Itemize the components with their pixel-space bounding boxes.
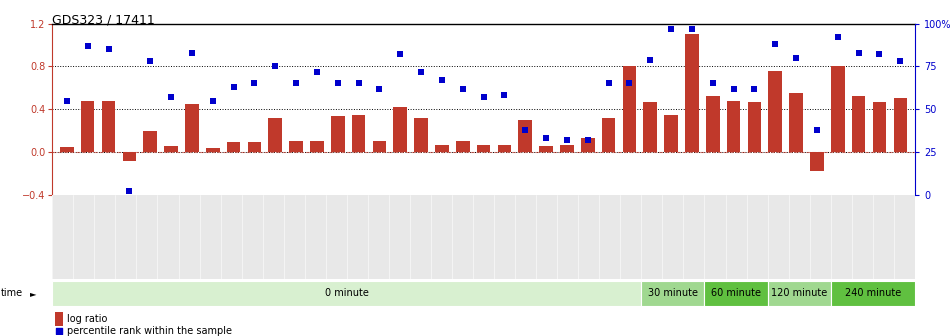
- Point: [226, 84, 242, 90]
- Point: [685, 26, 700, 31]
- Point: [122, 189, 137, 194]
- Point: [184, 50, 200, 55]
- Bar: [144, 131, 157, 152]
- Point: [643, 57, 658, 62]
- Bar: [831, 67, 844, 152]
- Bar: [641, 281, 705, 306]
- Point: [267, 64, 282, 69]
- Bar: [831, 281, 915, 306]
- Text: GDS323 / 17411: GDS323 / 17411: [52, 13, 155, 27]
- Point: [414, 69, 429, 74]
- Bar: [415, 118, 428, 152]
- Point: [705, 81, 720, 86]
- Point: [622, 81, 637, 86]
- Text: ►: ►: [30, 289, 37, 298]
- Point: [726, 86, 741, 91]
- Bar: [644, 102, 657, 152]
- Bar: [747, 102, 761, 152]
- Point: [809, 127, 825, 132]
- Point: [664, 26, 679, 31]
- Point: [851, 50, 866, 55]
- Point: [580, 137, 595, 143]
- Point: [788, 55, 804, 60]
- Bar: [289, 141, 302, 152]
- Text: time: time: [1, 288, 23, 298]
- Point: [830, 35, 845, 40]
- Bar: [373, 141, 386, 152]
- Point: [143, 58, 158, 64]
- Bar: [331, 116, 344, 152]
- Bar: [352, 115, 365, 152]
- Bar: [767, 281, 831, 306]
- Bar: [789, 93, 803, 152]
- Bar: [394, 107, 407, 152]
- Bar: [123, 152, 136, 161]
- Point: [435, 77, 450, 83]
- Point: [59, 98, 74, 103]
- Bar: [310, 141, 323, 152]
- Point: [288, 81, 303, 86]
- Bar: [52, 281, 641, 306]
- Point: [205, 98, 221, 103]
- Point: [80, 43, 95, 48]
- Point: [538, 136, 553, 141]
- Point: [456, 86, 471, 91]
- Bar: [705, 281, 767, 306]
- Text: 240 minute: 240 minute: [844, 288, 901, 298]
- Text: log ratio: log ratio: [67, 314, 107, 324]
- Bar: [165, 145, 178, 152]
- Point: [517, 127, 533, 132]
- Point: [351, 81, 366, 86]
- Point: [164, 94, 179, 100]
- Bar: [497, 144, 512, 152]
- Point: [247, 81, 262, 86]
- Bar: [727, 101, 741, 152]
- Bar: [206, 148, 220, 152]
- Point: [476, 94, 492, 100]
- Text: 30 minute: 30 minute: [648, 288, 698, 298]
- Bar: [476, 144, 491, 152]
- Bar: [81, 101, 94, 152]
- Bar: [810, 152, 824, 171]
- Point: [872, 52, 887, 57]
- Point: [101, 47, 116, 52]
- Bar: [852, 96, 865, 152]
- Bar: [623, 67, 636, 152]
- Bar: [60, 147, 73, 152]
- Bar: [560, 144, 573, 152]
- Bar: [685, 34, 699, 152]
- Bar: [602, 118, 615, 152]
- Bar: [226, 142, 241, 152]
- Bar: [539, 145, 553, 152]
- Text: percentile rank within the sample: percentile rank within the sample: [67, 326, 232, 336]
- Point: [559, 137, 574, 143]
- Bar: [518, 120, 532, 152]
- Point: [330, 81, 345, 86]
- Bar: [581, 138, 594, 152]
- Bar: [873, 102, 886, 152]
- Text: 60 minute: 60 minute: [711, 288, 761, 298]
- Point: [601, 81, 616, 86]
- Bar: [185, 104, 199, 152]
- Point: [51, 328, 67, 333]
- Bar: [247, 142, 262, 152]
- Point: [767, 41, 783, 47]
- Bar: [268, 118, 282, 152]
- Text: 0 minute: 0 minute: [325, 288, 369, 298]
- Point: [893, 58, 908, 64]
- Bar: [768, 71, 782, 152]
- Point: [393, 52, 408, 57]
- Bar: [436, 144, 449, 152]
- Bar: [102, 101, 115, 152]
- Point: [309, 69, 324, 74]
- Point: [496, 93, 512, 98]
- Text: 120 minute: 120 minute: [771, 288, 827, 298]
- Point: [747, 86, 762, 91]
- Bar: [894, 98, 907, 152]
- Bar: [706, 96, 720, 152]
- Bar: [456, 141, 470, 152]
- Bar: [665, 115, 678, 152]
- Point: [372, 86, 387, 91]
